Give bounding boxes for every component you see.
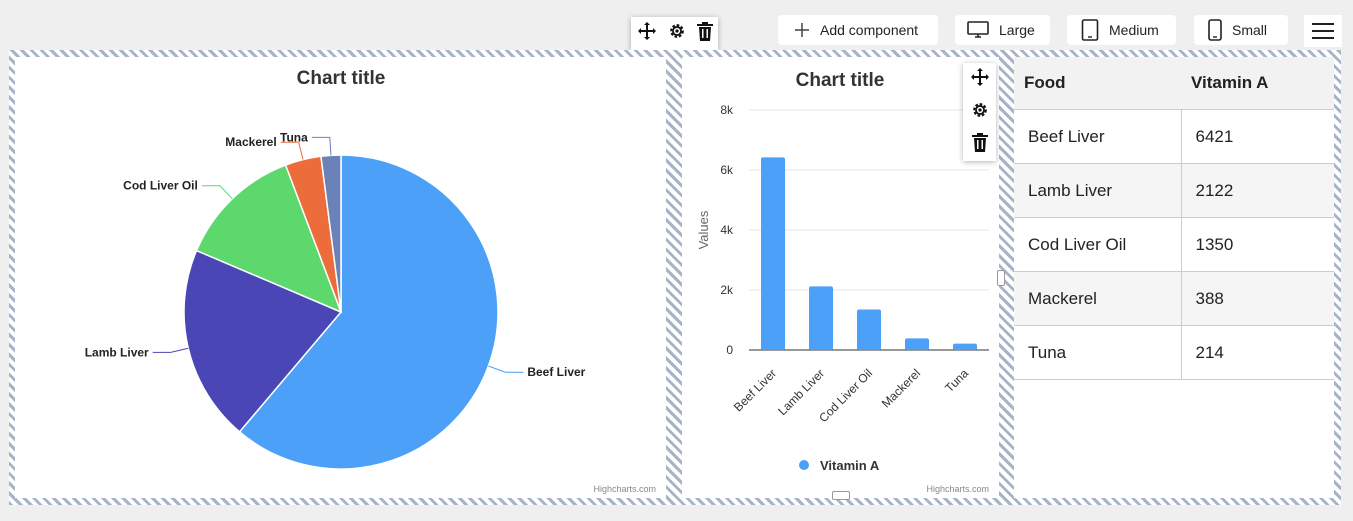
cell-vitamin-a[interactable]: 2122 (1180, 163, 1334, 218)
bar-beef-liver[interactable] (761, 157, 785, 350)
menu-button[interactable] (1304, 15, 1342, 47)
trash-icon[interactable] (696, 21, 713, 46)
pie-data-label: Cod Liver Oil (123, 179, 198, 193)
column-header-food[interactable]: Food (1014, 57, 1181, 110)
bar-chart-title: Chart title (796, 70, 885, 91)
trash-icon[interactable] (971, 132, 988, 157)
hamburger-icon (1312, 23, 1334, 39)
large-view-button[interactable]: Large (955, 15, 1050, 45)
legend-marker (799, 460, 809, 470)
bar-cod-liver-oil[interactable] (857, 309, 881, 351)
data-grid-component[interactable]: Food Vitamin A Beef Liver 6421 Lamb Liver 2… (1014, 57, 1334, 498)
cell-food[interactable]: Lamb Liver (1014, 163, 1181, 218)
y-tick-label: 6k (720, 163, 734, 177)
y-tick-label: 2k (720, 283, 734, 297)
pie-connector (280, 141, 304, 160)
cell-food[interactable]: Beef Liver (1014, 109, 1181, 164)
pie-chart-title: Chart title (297, 68, 386, 89)
pie-connector (201, 185, 233, 200)
x-tick-label: Beef Liver (731, 366, 779, 414)
component-tools-side (963, 63, 996, 161)
medium-view-label: Medium (1109, 22, 1159, 38)
table-row: Lamb Liver 2122 (1014, 163, 1334, 218)
move-icon[interactable] (970, 67, 990, 92)
table-row: Tuna 214 (1014, 325, 1334, 380)
cell-food[interactable]: Mackerel (1014, 271, 1181, 326)
resize-handle-vertical[interactable] (832, 491, 850, 500)
cell-food[interactable]: Tuna (1014, 325, 1181, 380)
add-component-label: Add component (820, 22, 919, 38)
pie-data-label: Lamb Liver (85, 345, 149, 359)
phone-icon (1208, 19, 1222, 41)
pie-connector (152, 347, 189, 353)
cell-vitamin-a[interactable]: 1350 (1180, 217, 1334, 272)
cell-vitamin-a[interactable]: 388 (1180, 271, 1334, 326)
pie-data-label: Tuna (280, 130, 308, 144)
cell-vitamin-a[interactable]: 214 (1180, 325, 1334, 380)
bar-mackerel[interactable] (905, 338, 929, 350)
component-tools-top (631, 17, 718, 50)
pie-connector (488, 365, 524, 373)
legend-item-vitamin-a[interactable]: Vitamin A (820, 458, 880, 473)
bar-lamb-liver[interactable] (809, 286, 833, 350)
settings-icon[interactable] (971, 101, 989, 124)
tablet-icon (1081, 19, 1099, 41)
table-row: Beef Liver 6421 (1014, 109, 1334, 164)
small-view-button[interactable]: Small (1194, 15, 1288, 45)
move-icon[interactable] (637, 21, 657, 46)
column-header-vitamin-a[interactable]: Vitamin A (1181, 57, 1334, 110)
y-tick-label: 0 (726, 343, 733, 357)
table-row: Mackerel 388 (1014, 271, 1334, 326)
y-tick-label: 4k (720, 223, 734, 237)
settings-icon[interactable] (668, 22, 686, 45)
bar-credit[interactable]: Highcharts.com (926, 484, 989, 494)
medium-view-button[interactable]: Medium (1067, 15, 1176, 45)
x-tick-label: Tuna (942, 366, 971, 395)
plus-icon (795, 23, 809, 37)
table-row: Cod Liver Oil 1350 (1014, 217, 1334, 272)
pie-credit[interactable]: Highcharts.com (593, 484, 656, 494)
bar-tuna[interactable] (953, 343, 977, 350)
pie-data-label: Beef Liver (527, 365, 585, 379)
pie-connector (311, 136, 332, 156)
y-tick-label: 8k (720, 103, 734, 117)
cell-food[interactable]: Cod Liver Oil (1014, 217, 1181, 272)
bar-chart-component[interactable]: Chart title 0 2k 4k 6k 8k Beef Liver Lamb Liv… (682, 57, 999, 498)
resize-handle-horizontal[interactable] (997, 270, 1005, 286)
add-component-button[interactable]: Add component (778, 15, 938, 45)
data-table: Food Vitamin A Beef Liver 6421 Lamb Liver 2… (1014, 57, 1334, 380)
y-axis-title: Values (696, 210, 711, 249)
pie-data-label: Mackerel (225, 135, 276, 149)
x-tick-label: Mackerel (879, 366, 923, 410)
x-tick-label: Lamb Liver (775, 366, 827, 418)
small-view-label: Small (1232, 22, 1268, 38)
large-view-label: Large (999, 22, 1035, 38)
table-header-row: Food Vitamin A (1014, 57, 1334, 110)
pie-chart: Chart title Beef Liver Lamb Liver Cod Live… (85, 68, 656, 494)
monitor-icon (967, 21, 989, 38)
pie-chart-component[interactable]: Chart title Beef Liver Lamb Liver Cod Live… (15, 57, 666, 498)
cell-vitamin-a[interactable]: 6421 (1180, 109, 1334, 164)
pie-slice-cod-liver-oil[interactable] (195, 164, 343, 314)
